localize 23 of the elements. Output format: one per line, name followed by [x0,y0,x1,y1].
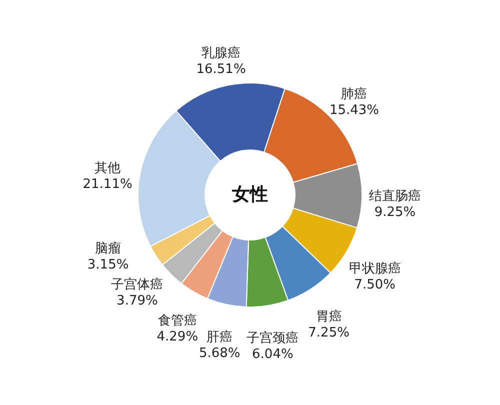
slice-label: 甲状腺癌 [348,262,401,277]
data-label: 7.50% [354,278,396,293]
slice-label: 其他 [94,160,121,176]
data-label: 7.25% [308,326,350,341]
slice-label: 肺癌 [341,87,368,102]
data-label: 21.11% [82,176,132,192]
slice-label: 乳腺癌 [202,46,241,61]
data-label: 5.68% [198,346,240,361]
slice-label: 食管癌 [158,314,197,329]
data-label: 9.25% [374,204,416,220]
data-label: 3.79% [116,294,158,309]
data-label: 3.15% [87,258,129,273]
slice-label: 肝癌 [206,330,233,345]
data-label: 6.04% [252,347,294,362]
slice-label: 子宫体癌 [111,276,164,293]
text: 女性 [231,184,268,205]
data-label: 16.51% [196,62,246,77]
data-label: 15.43% [329,103,380,118]
slice-label: 脑瘤 [95,240,122,257]
slice-label: 结直肠癌 [368,188,421,204]
data-label: 4.29% [156,330,198,345]
slice-label: 胃癌 [316,310,342,325]
slice-label: 子宫颈癌 [246,330,299,346]
